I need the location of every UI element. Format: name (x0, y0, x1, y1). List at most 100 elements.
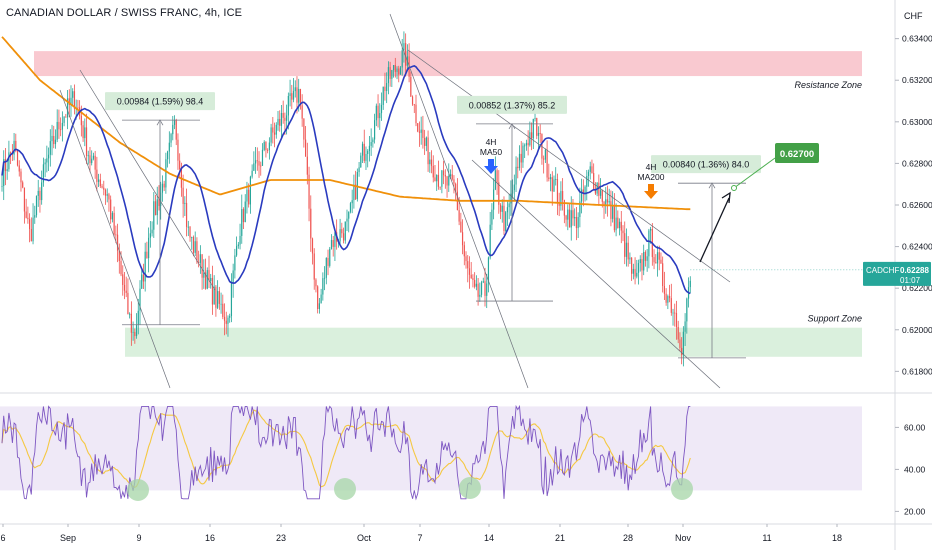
price-tick-label: 0.63000 (902, 117, 932, 127)
candle-body (108, 194, 110, 200)
candle-body (461, 232, 464, 246)
candle-body (560, 191, 562, 206)
candle-body (503, 205, 505, 231)
candle-body (520, 153, 522, 163)
candle-body (249, 176, 251, 205)
candle-body (298, 88, 300, 103)
candle-body (258, 161, 260, 166)
candle-body (29, 219, 31, 230)
candle-body (270, 127, 272, 143)
candle-body (25, 211, 27, 218)
candle-body (598, 182, 600, 196)
candle-body (437, 174, 440, 187)
candle-body (313, 253, 315, 280)
candle-body (275, 124, 277, 135)
candle-body (618, 221, 621, 229)
candle-body (229, 316, 231, 318)
candle-body (610, 201, 612, 219)
currency-label: CHF (904, 11, 923, 21)
candle-body (101, 186, 103, 188)
candle-body (246, 189, 248, 202)
candle-body (242, 209, 245, 223)
candle-body (479, 294, 481, 297)
candle-body (432, 165, 434, 178)
candle-body (73, 91, 76, 109)
rsi-line (1, 404, 691, 501)
time-tick-label: 11 (762, 533, 771, 543)
candle-body (482, 281, 484, 283)
candle-body (294, 87, 296, 92)
candle-body (410, 76, 412, 97)
candle-body (624, 233, 626, 257)
candle-body (198, 261, 200, 263)
candle-body (643, 252, 645, 271)
candle-body (501, 205, 503, 212)
current-price-value: 0.62288 (900, 266, 929, 275)
candle-body (280, 113, 283, 126)
candle-body (344, 221, 346, 241)
candle-body (674, 312, 676, 314)
candle-body (182, 187, 184, 204)
candle-body (375, 105, 377, 121)
candle-body (549, 177, 552, 180)
candle-body (558, 201, 560, 206)
support-zone-label: Support Zone (807, 314, 862, 324)
candle-body (415, 104, 417, 124)
candle-body (480, 282, 483, 295)
candle-body (572, 210, 574, 219)
time-tick-label: 7 (417, 533, 422, 543)
candle-body (353, 184, 355, 201)
candle-body (299, 88, 302, 106)
candle-body (546, 149, 548, 178)
candle-body (510, 193, 512, 204)
candle-body (358, 167, 360, 173)
candle-body (496, 170, 498, 183)
candle-body (355, 184, 357, 200)
candle-body (292, 91, 295, 100)
candle-body (518, 153, 521, 169)
candle-body (261, 149, 264, 166)
candle-body (477, 283, 479, 297)
candle-body (556, 179, 559, 202)
candle-body (220, 303, 222, 305)
candle-body (310, 208, 312, 239)
candle-body (629, 257, 631, 260)
candle-body (123, 284, 126, 291)
candle-body (222, 303, 224, 317)
chart-title: CANADIAN DOLLAR / SWISS FRANC, 4h, ICE (6, 7, 243, 19)
candle-body (684, 321, 686, 332)
candle-body (360, 155, 362, 168)
candle-body (320, 294, 322, 304)
candle-body (279, 118, 281, 126)
candle-body (411, 96, 414, 105)
candle-body (582, 189, 584, 194)
candle-body (170, 134, 172, 143)
candle-body (327, 257, 329, 266)
candle-body (251, 170, 253, 177)
candle-body (455, 183, 457, 192)
candle-body (632, 268, 634, 274)
candle-body (436, 174, 438, 182)
candle-body (615, 217, 617, 231)
price-tick-label: 0.62200 (902, 283, 932, 293)
candle-body (396, 68, 398, 72)
candle-body (68, 98, 70, 105)
candle-body (641, 259, 643, 271)
candle-body (154, 201, 157, 216)
candle-body (577, 217, 579, 229)
candle-body (144, 251, 146, 282)
candle-body (125, 290, 127, 293)
ma200-line (1, 36, 691, 211)
candle-body (103, 187, 105, 190)
candle-body (439, 186, 441, 188)
rsi-tick-label: 40.00 (904, 464, 926, 474)
candle-body (581, 189, 583, 202)
ma-label-line2: MA50 (480, 147, 502, 157)
time-tick-label: 16 (205, 533, 215, 543)
candle-body (448, 176, 450, 186)
candle-body (65, 116, 67, 118)
measure-label-box (651, 155, 761, 174)
resistance-zone-label: Resistance Zone (794, 80, 862, 90)
candle-body (8, 152, 10, 170)
